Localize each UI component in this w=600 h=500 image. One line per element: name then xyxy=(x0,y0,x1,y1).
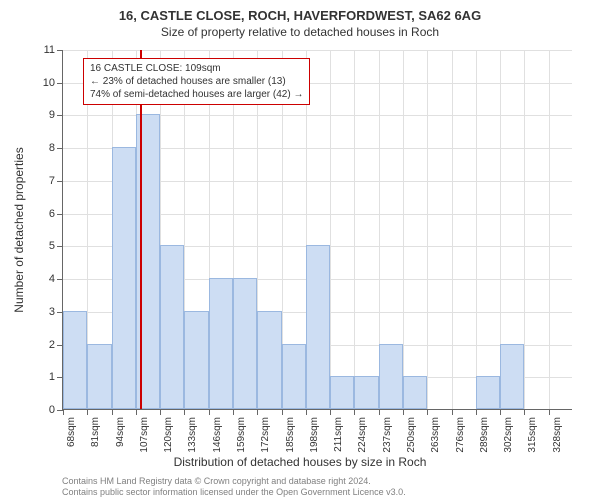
histogram-bar xyxy=(184,311,208,409)
chart-subtitle: Size of property relative to detached ho… xyxy=(0,23,600,39)
x-tick-label: 289sqm xyxy=(479,417,490,453)
y-tick-label: 1 xyxy=(49,371,63,383)
y-tick-label: 3 xyxy=(49,306,63,318)
x-tick-label: 328sqm xyxy=(552,417,563,453)
histogram-bar xyxy=(476,376,500,409)
y-tick-label: 4 xyxy=(49,273,63,285)
x-tick-label: 224sqm xyxy=(357,417,368,453)
x-tick-label: 315sqm xyxy=(527,417,538,453)
y-tick-label: 11 xyxy=(44,44,63,56)
histogram-bar xyxy=(330,376,354,409)
annotation-line1: 16 CASTLE CLOSE: 109sqm xyxy=(90,62,303,75)
footer-line1: Contains HM Land Registry data © Crown c… xyxy=(62,476,406,487)
chart-title: 16, CASTLE CLOSE, ROCH, HAVERFORDWEST, S… xyxy=(0,0,600,23)
footer-line2: Contains public sector information licen… xyxy=(62,487,406,498)
histogram-bar xyxy=(379,344,403,409)
histogram-bar xyxy=(209,278,233,409)
x-tick-label: 81sqm xyxy=(90,417,101,447)
x-tick-label: 250sqm xyxy=(406,417,417,453)
histogram-bar xyxy=(160,245,184,409)
x-tick-label: 146sqm xyxy=(212,417,223,453)
y-tick-label: 7 xyxy=(49,175,63,187)
y-tick-label: 8 xyxy=(49,142,63,154)
y-tick-label: 9 xyxy=(49,109,63,121)
x-axis-title: Distribution of detached houses by size … xyxy=(0,455,600,469)
histogram-bar xyxy=(112,147,136,409)
histogram-bar xyxy=(500,344,524,409)
x-tick-label: 133sqm xyxy=(187,417,198,453)
x-tick-label: 198sqm xyxy=(309,417,320,453)
x-tick-label: 276sqm xyxy=(455,417,466,453)
x-tick-label: 159sqm xyxy=(236,417,247,453)
histogram-bar xyxy=(354,376,378,409)
histogram-bar xyxy=(233,278,257,409)
x-tick-label: 68sqm xyxy=(66,417,77,447)
y-tick-label: 5 xyxy=(49,240,63,252)
x-tick-label: 263sqm xyxy=(430,417,441,453)
annotation-line2: ← 23% of detached houses are smaller (13… xyxy=(90,75,303,88)
x-tick-label: 107sqm xyxy=(139,417,150,453)
y-tick-label: 6 xyxy=(49,208,63,220)
x-tick-label: 120sqm xyxy=(163,417,174,453)
footer-text: Contains HM Land Registry data © Crown c… xyxy=(62,476,406,498)
histogram-bar xyxy=(257,311,281,409)
x-tick-label: 94sqm xyxy=(115,417,126,447)
y-tick-label: 0 xyxy=(49,404,63,416)
x-tick-label: 302sqm xyxy=(503,417,514,453)
histogram-bar xyxy=(403,376,427,409)
chart-area: 0123456789101168sqm81sqm94sqm107sqm120sq… xyxy=(62,50,572,410)
histogram-bar xyxy=(282,344,306,409)
histogram-bar xyxy=(306,245,330,409)
annotation-line3: 74% of semi-detached houses are larger (… xyxy=(90,88,303,101)
x-tick-label: 211sqm xyxy=(333,417,344,452)
x-tick-label: 185sqm xyxy=(285,417,296,453)
histogram-bar xyxy=(87,344,111,409)
y-axis-title: Number of detached properties xyxy=(12,147,26,312)
x-tick-label: 237sqm xyxy=(382,417,393,453)
y-tick-label: 2 xyxy=(49,339,63,351)
x-tick-label: 172sqm xyxy=(260,417,271,453)
histogram-bar xyxy=(63,311,87,409)
y-tick-label: 10 xyxy=(43,77,63,89)
annotation-box: 16 CASTLE CLOSE: 109sqm← 23% of detached… xyxy=(83,58,310,105)
